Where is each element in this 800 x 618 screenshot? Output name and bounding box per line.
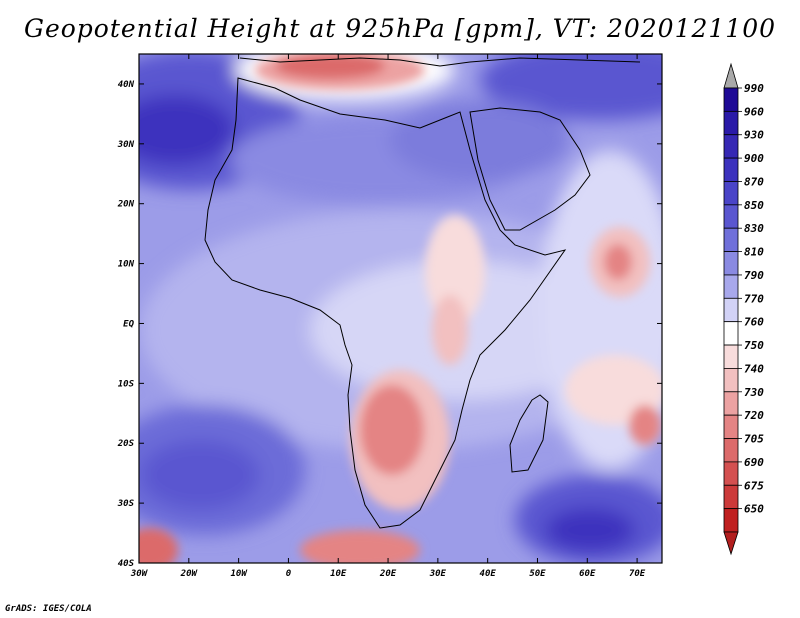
colorbar-label: 830 <box>744 222 764 235</box>
colorbar-swatch <box>723 391 739 416</box>
colorbar-swatch <box>723 508 739 533</box>
colorbar-swatch <box>723 157 739 182</box>
lon-tick-label: 70E <box>629 569 646 579</box>
colorbar-swatch <box>723 368 739 393</box>
plot-frame <box>138 53 663 564</box>
colorbar-label: 770 <box>744 292 764 305</box>
colorbar-swatch <box>723 274 739 299</box>
colorbar-swatch <box>723 321 739 346</box>
lat-tick-label: 40S <box>118 559 135 569</box>
chart-title: Geopotential Height at 925hPa [gpm], VT:… <box>23 14 777 43</box>
africa-coastline <box>204 77 567 529</box>
colorbar-label: 760 <box>744 316 764 329</box>
colorbar-swatch <box>723 297 739 323</box>
lon-tick-label: 20W <box>180 569 199 579</box>
colorbar-label: 650 <box>744 503 764 516</box>
colorbar-label: 990 <box>744 82 764 95</box>
lon-tick-label: 20E <box>379 569 397 579</box>
europe-coastline <box>239 57 641 67</box>
lon-tick-label: 30E <box>429 569 447 579</box>
colorbar-label: 900 <box>744 152 764 165</box>
geopotential-field <box>139 54 662 563</box>
colorbar-label: 705 <box>744 433 764 446</box>
colorbar-arrow-bottom <box>723 531 739 556</box>
lat-tick-label: 10S <box>118 379 135 389</box>
arabia-coastline <box>469 107 591 231</box>
colorbar-label: 850 <box>744 199 764 212</box>
colorbar-label: 730 <box>744 386 764 399</box>
lat-tick-label: 10N <box>118 260 135 270</box>
colorbar-label: 810 <box>744 246 764 259</box>
colorbar-swatch <box>723 181 739 206</box>
lon-tick-label: 40E <box>480 569 497 579</box>
lon-tick-label: 30W <box>130 569 149 579</box>
lat-tick-label: EQ <box>123 319 134 329</box>
colorbar-label: 740 <box>744 362 764 375</box>
colorbar: 990 960 930 900 870 850 830 810 790 770 760 750 740 7… <box>723 62 764 556</box>
colorbar-swatch <box>723 110 739 136</box>
lon-tick-label: 10W <box>230 569 248 579</box>
madagascar-coastline <box>509 394 549 473</box>
colorbar-swatch <box>723 438 739 463</box>
lon-tick-label: 50E <box>529 569 546 579</box>
colorbar-swatch <box>723 461 739 486</box>
colorbar-arrow-top <box>723 62 739 89</box>
colorbar-label: 675 <box>744 479 764 492</box>
colorbar-swatch <box>723 87 739 112</box>
colorbar-swatch <box>723 344 739 369</box>
lat-tick-label: 40N <box>118 80 135 90</box>
lat-tick-label: 20N <box>117 200 135 210</box>
lat-tick-label: 30N <box>117 140 135 150</box>
coastlines <box>204 57 641 529</box>
lon-tick-label: 10E <box>330 569 347 579</box>
colorbar-label: 790 <box>744 269 764 282</box>
colorbar-label: 690 <box>744 456 764 469</box>
colorbar-label: 870 <box>744 175 764 188</box>
colorbar-swatch <box>723 134 739 159</box>
lat-tick-label: 20S <box>117 439 135 449</box>
lon-tick-label: 0 <box>286 569 292 579</box>
lon-tick-label: 60E <box>579 569 596 579</box>
lat-tick-label: 30S <box>117 499 135 509</box>
colorbar-swatch <box>723 251 739 276</box>
colorbar-label: 930 <box>744 129 764 142</box>
colorbar-swatch <box>723 484 739 510</box>
colorbar-label: 750 <box>744 339 764 352</box>
colorbar-label: 720 <box>744 409 764 422</box>
colorbar-swatch <box>723 227 739 252</box>
colorbar-swatch <box>723 204 739 229</box>
credit-label: GrADS: IGES/COLA <box>5 604 92 614</box>
colorbar-label: 960 <box>744 105 764 118</box>
colorbar-swatch <box>723 414 739 439</box>
